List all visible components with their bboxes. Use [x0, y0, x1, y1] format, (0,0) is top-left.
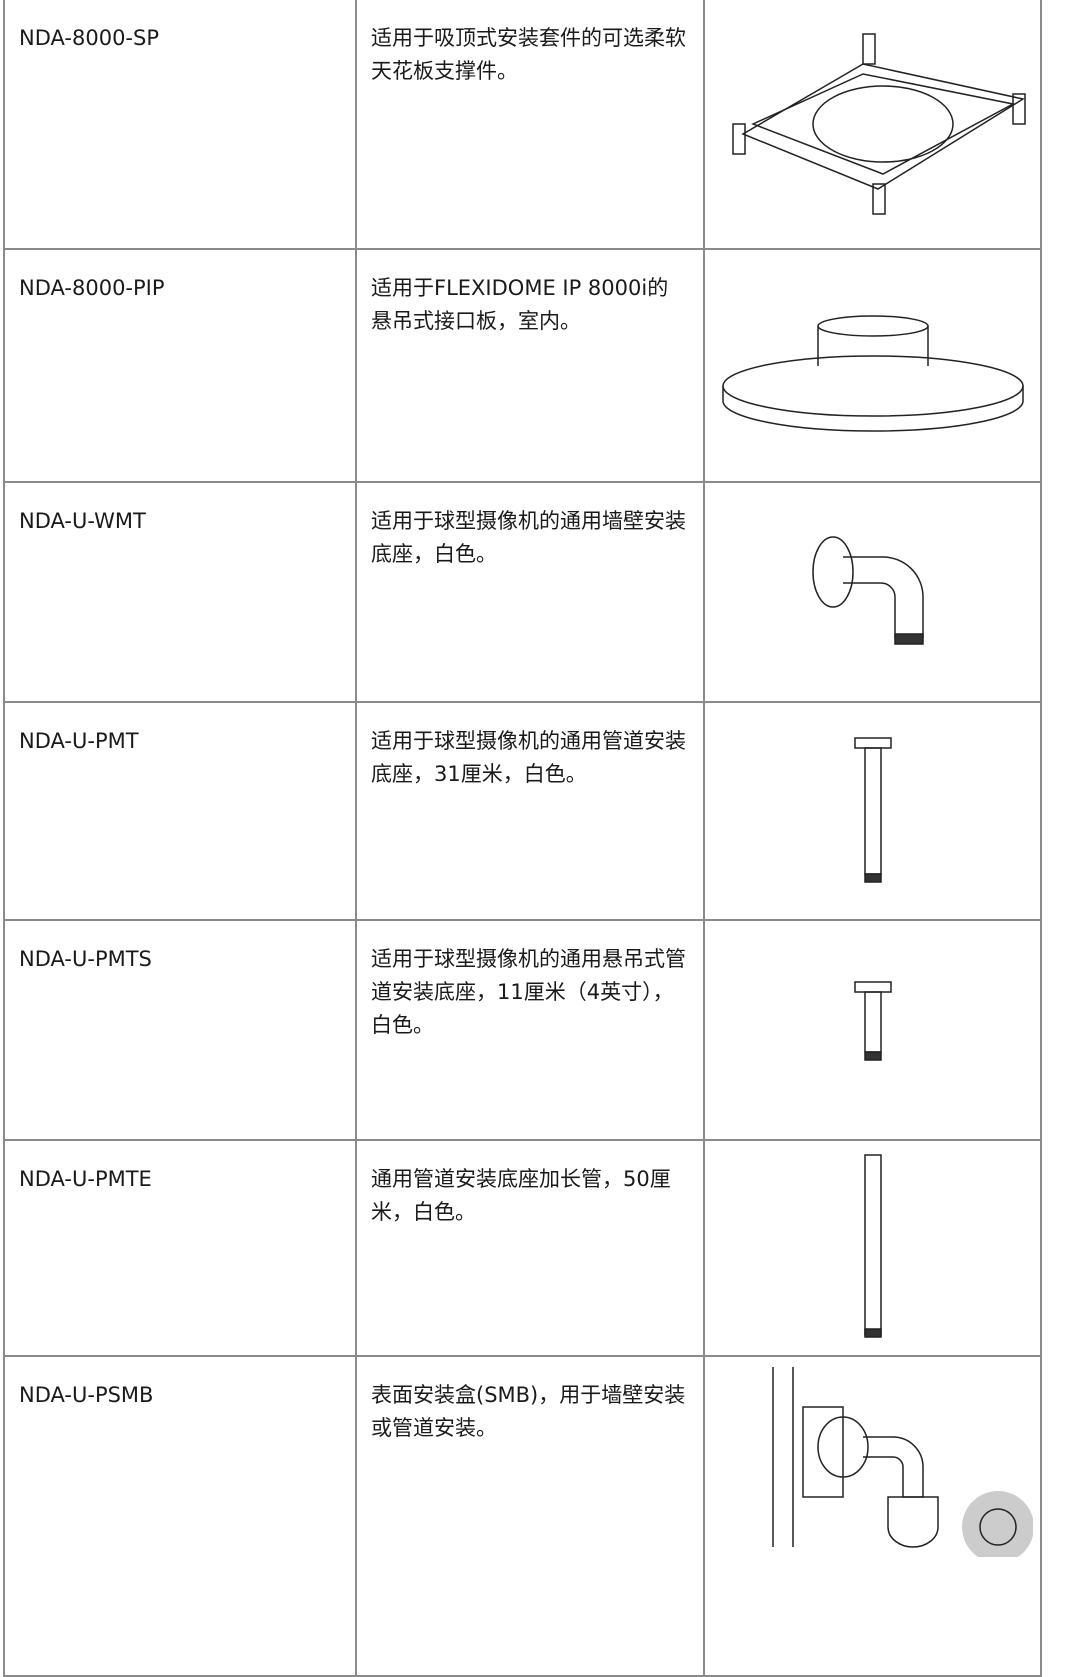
table-row: NDA-8000-PIP 适用于FLEXIDOME IP 8000i的悬吊式接口… — [3, 248, 1042, 483]
image-cell — [703, 481, 1042, 703]
image-cell — [703, 701, 1042, 921]
pipe-mount-drawing — [853, 737, 892, 883]
model-cell: NDA-U-PMTE — [3, 1139, 357, 1357]
description-cell: 适用于球型摄像机的通用悬吊式管道安装底座，11厘米（4英寸），白色。 — [355, 919, 705, 1141]
short-pipe-mount-drawing — [853, 981, 892, 1061]
image-cell — [703, 1355, 1042, 1677]
pipe-extension-drawing — [863, 1154, 882, 1338]
table-row: NDA-U-PMTS 适用于球型摄像机的通用悬吊式管道安装底座，11厘米（4英寸… — [3, 919, 1042, 1141]
description-cell: 适用于球型摄像机的通用管道安装底座，31厘米，白色。 — [355, 701, 705, 921]
table-row: NDA-U-PMT 适用于球型摄像机的通用管道安装底座，31厘米，白色。 — [3, 701, 1042, 921]
table-row: NDA-8000-SP 适用于吸顶式安装套件的可选柔软天花板支撑件。 — [3, 0, 1042, 250]
model-cell: NDA-U-PMTS — [3, 919, 357, 1141]
ceiling-support-drawing — [731, 33, 1026, 215]
surface-mount-box-drawing — [771, 1367, 1033, 1557]
description-cell: 表面安装盒(SMB)，用于墙壁安装或管道安装。 — [355, 1355, 705, 1677]
image-cell — [703, 1139, 1042, 1357]
model-cell: NDA-U-PSMB — [3, 1355, 357, 1677]
model-cell: NDA-U-PMT — [3, 701, 357, 921]
model-cell: NDA-8000-PIP — [3, 248, 357, 483]
description-cell: 通用管道安装底座加长管，50厘米，白色。 — [355, 1139, 705, 1357]
table-row: NDA-U-WMT 适用于球型摄像机的通用墙壁安装底座，白色。 — [3, 481, 1042, 703]
model-cell: NDA-U-WMT — [3, 481, 357, 703]
image-cell — [703, 919, 1042, 1141]
wall-mount-drawing — [811, 536, 924, 645]
image-cell — [703, 248, 1042, 483]
table-row: NDA-U-PMTE 通用管道安装底座加长管，50厘米，白色。 — [3, 1139, 1042, 1357]
table-row: NDA-U-PSMB 表面安装盒(SMB)，用于墙壁安装或管道安装。 — [3, 1355, 1042, 1677]
model-cell: NDA-8000-SP — [3, 0, 357, 250]
image-cell — [703, 0, 1042, 250]
description-cell: 适用于球型摄像机的通用墙壁安装底座，白色。 — [355, 481, 705, 703]
accessory-table: NDA-8000-SP 适用于吸顶式安装套件的可选柔软天花板支撑件。 NDA-8… — [3, 0, 1042, 1677]
description-cell: 适用于吸顶式安装套件的可选柔软天花板支撑件。 — [355, 0, 705, 250]
interface-plate-drawing — [721, 314, 1024, 432]
description-cell: 适用于FLEXIDOME IP 8000i的悬吊式接口板，室内。 — [355, 248, 705, 483]
